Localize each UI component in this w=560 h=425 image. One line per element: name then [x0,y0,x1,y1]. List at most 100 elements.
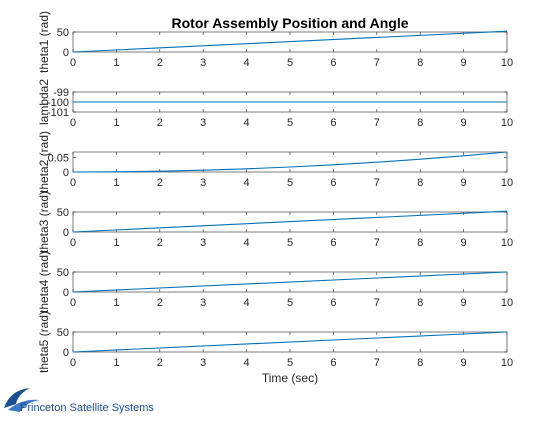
logo-text: Princeton Satellite Systems [20,402,154,414]
y-tick-label: 0 [63,167,69,179]
x-tick-label: 4 [244,237,250,249]
x-tick-label: 2 [157,177,163,189]
x-tick-label: 10 [501,117,513,129]
x-tick-label: 2 [157,117,163,129]
x-tick-label: 5 [287,237,293,249]
x-tick-label: 3 [200,177,206,189]
x-tick-label: 1 [113,57,119,69]
x-tick-label: 7 [374,117,380,129]
y-axis-label: theta4 (rad) [37,251,51,313]
y-tick-label: 0.05 [48,153,69,165]
x-tick-label: 7 [374,177,380,189]
x-tick-label: 9 [461,117,467,129]
y-axis-label: lambda2 [37,79,51,125]
y-tick-label: 50 [57,327,69,339]
x-tick-label: 8 [417,237,423,249]
logo-swoosh-icon [4,388,40,412]
x-tick-label: 9 [461,177,467,189]
x-tick-label: 0 [70,177,76,189]
x-tick-label: 5 [287,357,293,369]
x-tick-label: 2 [157,237,163,249]
x-tick-label: 6 [330,57,336,69]
x-tick-label: 5 [287,117,293,129]
y-tick-label: 0 [63,47,69,59]
x-axis-label: Time (sec) [262,371,318,385]
x-tick-label: 4 [244,117,250,129]
x-tick-label: 3 [200,297,206,309]
x-tick-label: 4 [244,177,250,189]
x-tick-label: 0 [70,57,76,69]
y-tick-label: 50 [57,207,69,219]
y-tick-label: 0 [63,227,69,239]
x-tick-label: 8 [417,57,423,69]
x-tick-label: 2 [157,357,163,369]
x-tick-label: 6 [330,357,336,369]
x-tick-label: 7 [374,297,380,309]
x-tick-label: 10 [501,237,513,249]
x-tick-label: 1 [113,117,119,129]
x-tick-label: 3 [200,357,206,369]
x-tick-label: 6 [330,177,336,189]
x-tick-label: 5 [287,297,293,309]
y-tick-label: 50 [57,27,69,39]
x-tick-label: 1 [113,297,119,309]
series-line-1 [72,151,508,173]
x-tick-label: 10 [501,357,513,369]
x-tick-label: 9 [461,237,467,249]
x-tick-label: 0 [70,357,76,369]
subplot-1: 0 1 2 3 4 5 6 7 8 9 10 0 50 theta1 (rad) [37,11,513,73]
y-axis-label: theta5 (rad) [37,311,51,373]
series-line-1 [72,210,508,233]
x-tick-label: 8 [417,117,423,129]
series-line-1 [72,30,508,53]
x-tick-label: 4 [244,357,250,369]
x-tick-label: 5 [287,177,293,189]
x-tick-label: 8 [417,297,423,309]
subplot-6: 0 1 2 3 4 5 6 7 8 9 10 0 50 theta5 (rad) [37,311,513,373]
x-tick-label: 2 [157,57,163,69]
x-tick-label: 10 [501,57,513,69]
subplot-5: 0 1 2 3 4 5 6 7 8 9 10 0 50 theta4 (rad) [37,251,513,313]
x-tick-label: 9 [461,357,467,369]
x-tick-label: 3 [200,237,206,249]
x-tick-label: 4 [244,57,250,69]
y-tick-label: -100 [47,97,69,109]
y-tick-label: 0 [63,287,69,299]
y-axis-label: theta1 (rad) [37,11,51,73]
series-line-1 [72,331,508,353]
x-tick-label: 2 [157,297,163,309]
series-line-1 [72,271,508,293]
x-tick-label: 3 [200,117,206,129]
x-tick-label: 9 [461,57,467,69]
y-tick-label: 50 [57,267,69,279]
x-tick-label: 0 [70,117,76,129]
pss-logo: Princeton Satellite Systems [4,388,154,414]
x-tick-label: 7 [374,237,380,249]
x-tick-label: 6 [330,237,336,249]
y-axis-label: theta3 (rad) [37,191,51,253]
x-tick-label: 0 [70,297,76,309]
x-tick-label: 7 [374,57,380,69]
x-tick-label: 10 [501,297,513,309]
x-tick-label: 6 [330,117,336,129]
x-tick-label: 8 [417,177,423,189]
x-tick-label: 9 [461,297,467,309]
x-tick-label: 4 [244,297,250,309]
y-tick-label: -99 [53,87,69,99]
y-axis-label: theta2 (rad) [37,131,51,193]
x-tick-label: 8 [417,357,423,369]
x-tick-label: 3 [200,57,206,69]
x-tick-label: 0 [70,237,76,249]
subplot-4: 0 1 2 3 4 5 6 7 8 9 10 0 50 theta3 (rad) [37,191,513,253]
x-tick-label: 1 [113,237,119,249]
x-tick-label: 1 [113,177,119,189]
x-tick-label: 10 [501,177,513,189]
x-tick-label: 7 [374,357,380,369]
y-tick-label: 0 [63,347,69,359]
y-tick-label: -101 [47,107,69,119]
